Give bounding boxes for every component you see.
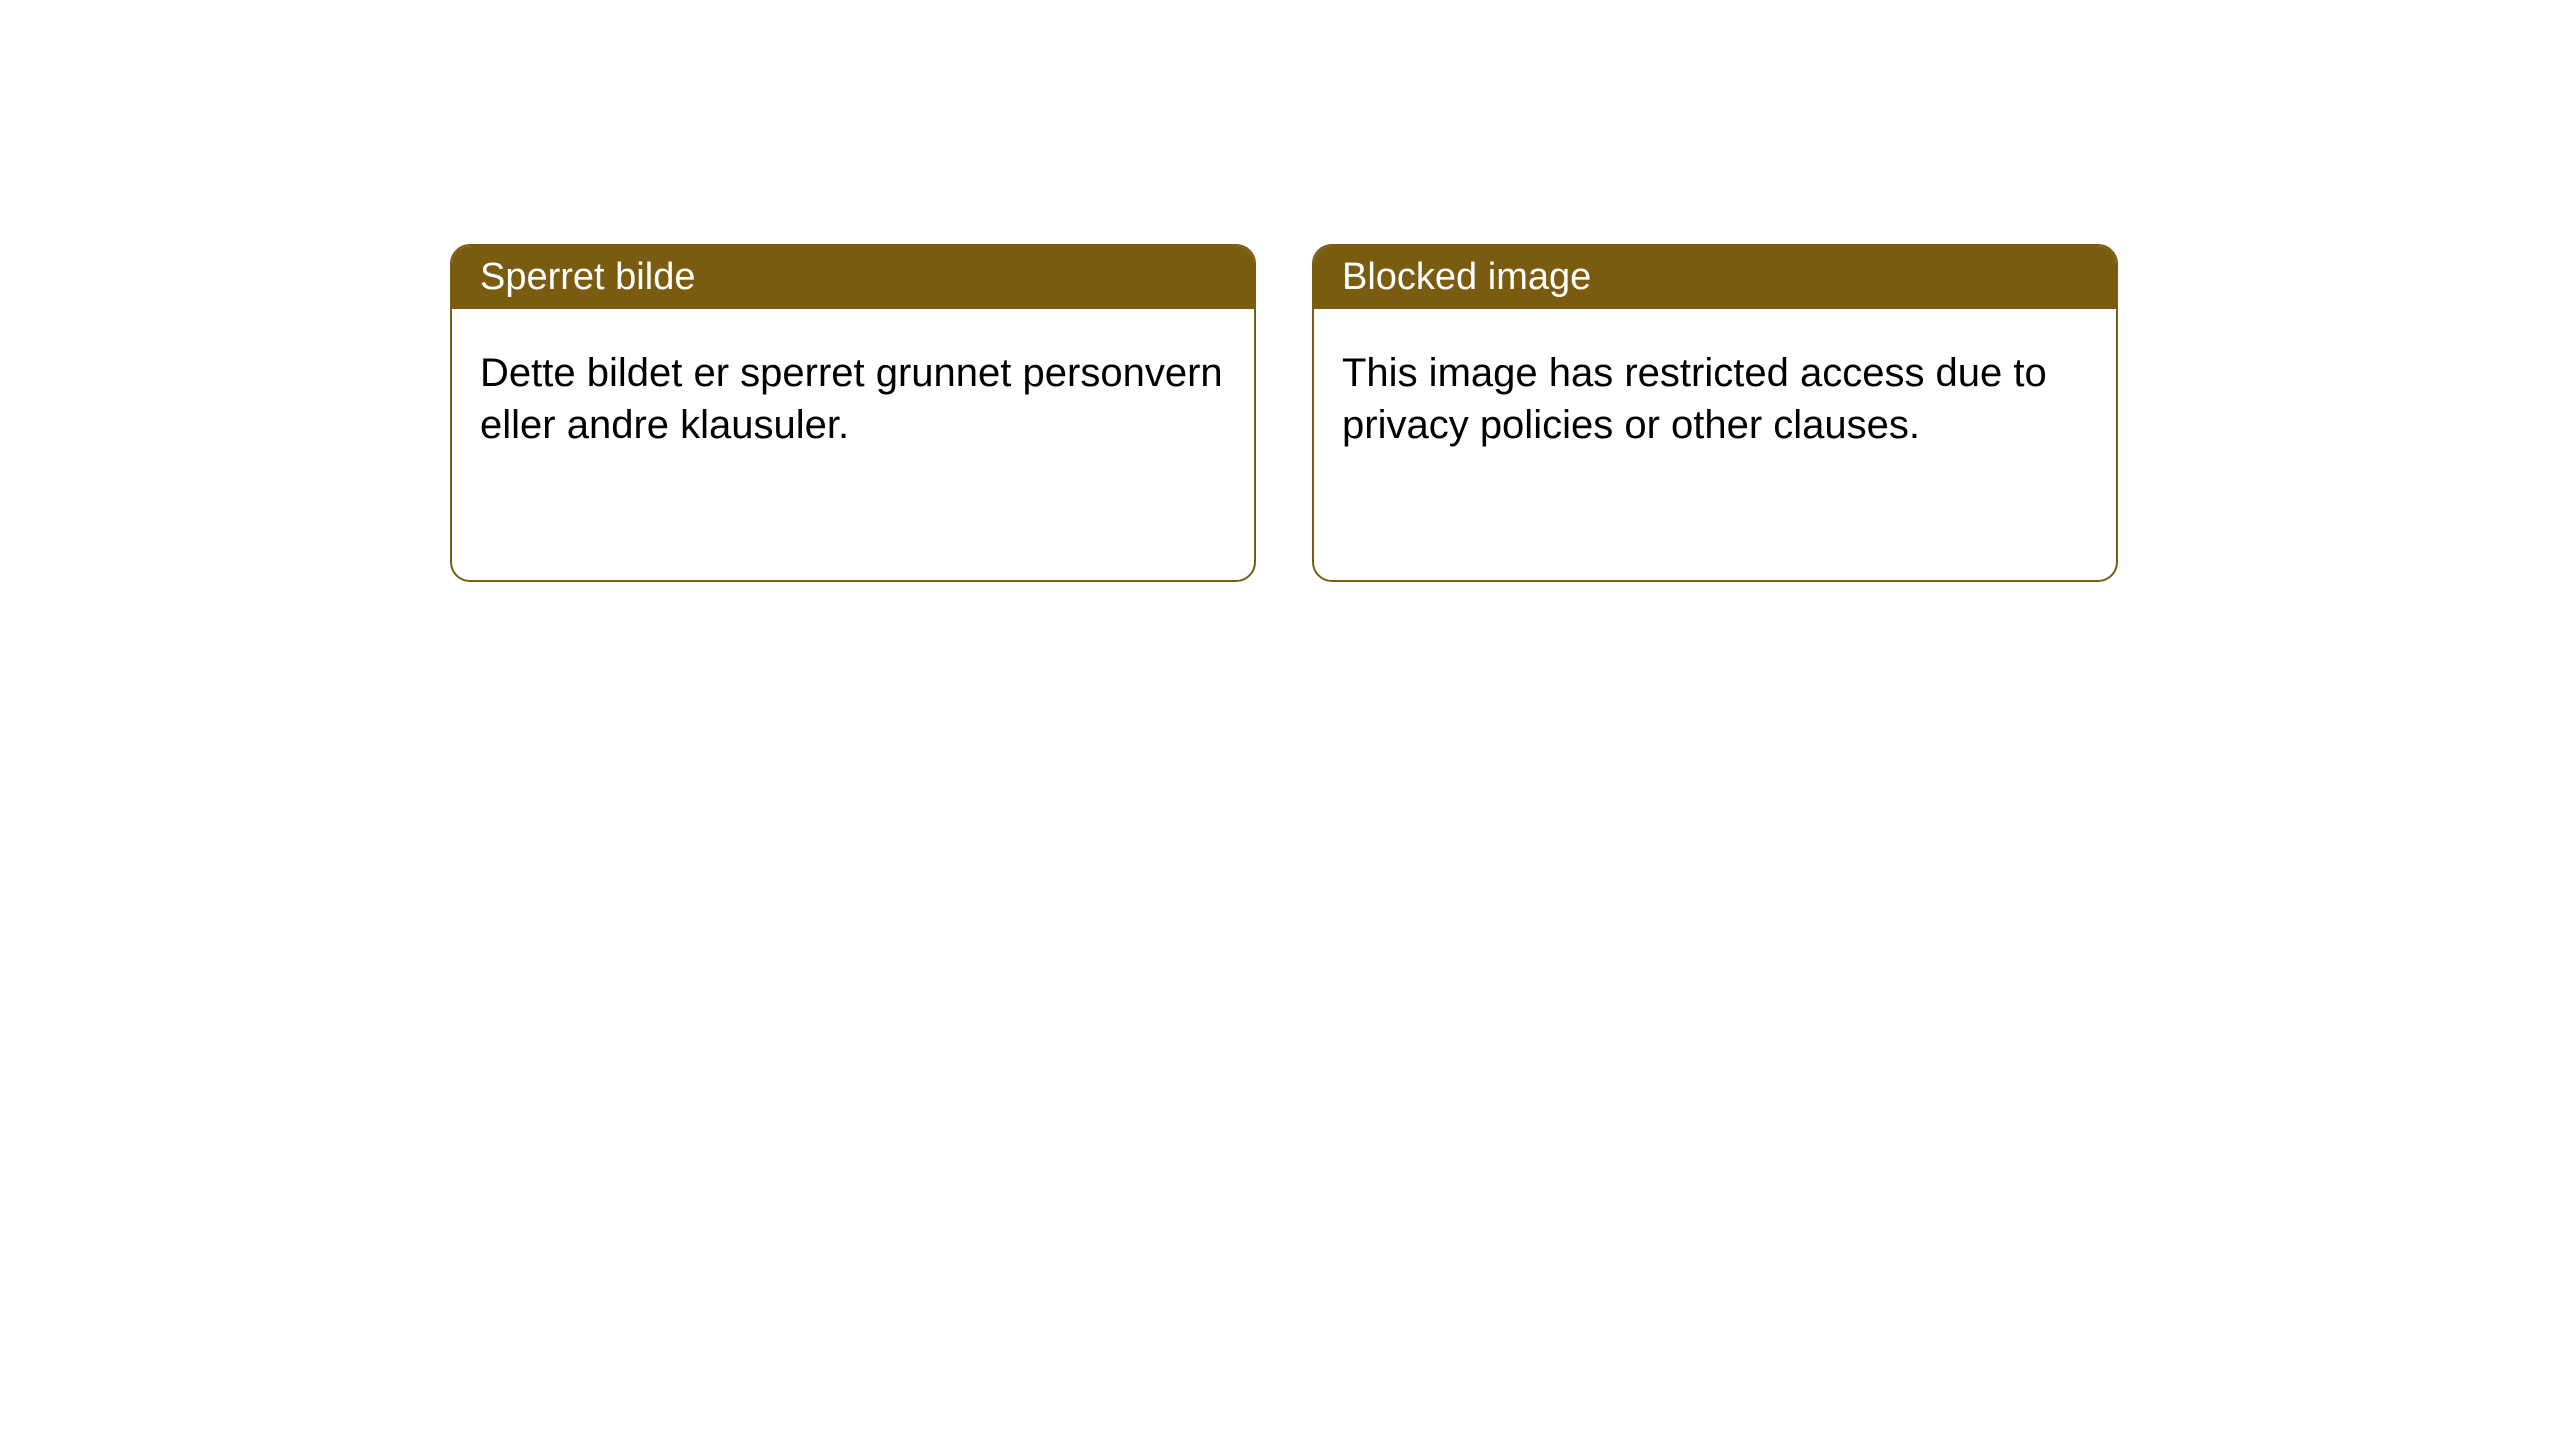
notice-card-english: Blocked image This image has restricted … — [1312, 244, 2118, 582]
card-title: Sperret bilde — [480, 256, 695, 298]
card-body-text: Dette bildet er sperret grunnet personve… — [480, 351, 1223, 447]
card-title: Blocked image — [1342, 256, 1591, 298]
card-body: Dette bildet er sperret grunnet personve… — [452, 309, 1254, 489]
card-header: Sperret bilde — [452, 246, 1254, 309]
card-body-text: This image has restricted access due to … — [1342, 351, 2047, 447]
notice-card-norwegian: Sperret bilde Dette bildet er sperret gr… — [450, 244, 1256, 582]
card-header: Blocked image — [1314, 246, 2116, 309]
notice-cards-container: Sperret bilde Dette bildet er sperret gr… — [450, 244, 2118, 582]
card-body: This image has restricted access due to … — [1314, 309, 2116, 489]
